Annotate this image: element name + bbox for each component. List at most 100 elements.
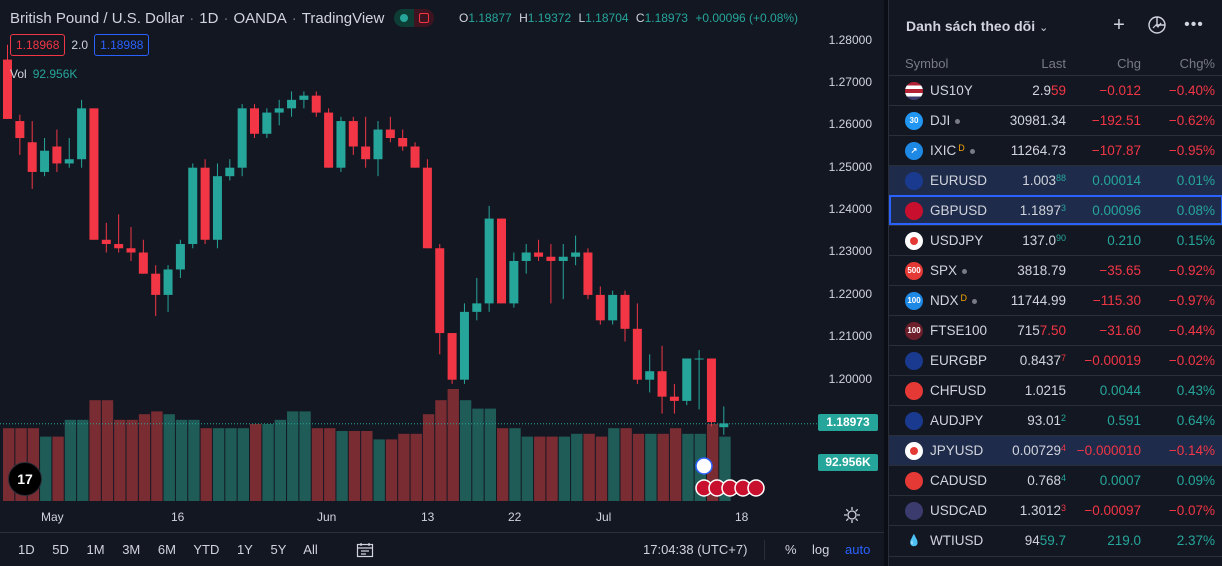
tradingview-logo[interactable]: 17 — [8, 462, 42, 496]
symbol-name: CADUSD — [930, 473, 988, 488]
candle-body — [632, 328, 642, 380]
candle-body — [77, 108, 87, 160]
range-1d-button[interactable]: 1D — [18, 542, 35, 557]
volume-bar — [459, 400, 472, 501]
settings-gear-icon[interactable] — [843, 506, 861, 524]
change-value: −0.012 — [1099, 83, 1141, 98]
candle-body — [558, 256, 568, 261]
col-symbol-header[interactable]: Symbol — [905, 56, 949, 71]
change-percent: −0.62% — [1168, 113, 1215, 128]
candle-body — [336, 121, 346, 168]
watchlist-row-usdcad[interactable]: USDCAD 1.30123 −0.00097 −0.07% — [889, 495, 1222, 525]
volume-bar — [645, 433, 657, 501]
range-ytd-button[interactable]: YTD — [193, 542, 220, 557]
volume-bar — [558, 436, 571, 501]
watchlist-row-eurgbp[interactable]: EURGBP 0.84377 −0.00019 −0.02% — [889, 345, 1222, 375]
us-jp-flag-icon — [905, 232, 923, 250]
change-percent: −0.95% — [1168, 143, 1215, 158]
watchlist-row-chfusd[interactable]: CHFUSD 1.0215 0.0044 0.43% — [889, 375, 1222, 405]
watchlist-row-audjpy[interactable]: AUDJPY 93.012 0.591 0.64% — [889, 405, 1222, 435]
range-6m-button[interactable]: 6M — [157, 542, 176, 557]
watchlist-row-cadusd[interactable]: CADUSD 0.7684 0.0007 0.09% — [889, 465, 1222, 495]
change-percent: −0.14% — [1168, 443, 1215, 458]
candle-body — [52, 146, 62, 164]
volume-bar — [336, 431, 348, 501]
candle-body — [669, 396, 679, 401]
bottom-toolbar: 1D 5D 1M 3M 6M YTD 1Y 5Y All 17:04:38 (U… — [0, 532, 884, 566]
range-3m-button[interactable]: 3M — [122, 542, 141, 557]
volume-bar — [608, 428, 620, 501]
range-5d-button[interactable]: 5D — [52, 542, 69, 557]
change-percent: 0.64% — [1176, 413, 1215, 428]
watchlist-title-dropdown[interactable]: Danh sách theo dõi ⌄ — [906, 18, 1049, 34]
sell-button[interactable]: 1.18968 — [10, 34, 66, 56]
candlestick-chart[interactable] — [0, 0, 884, 566]
trade-quote: 1.18968 2.0 1.18988 — [10, 34, 150, 56]
range-1m-button[interactable]: 1M — [86, 542, 105, 557]
candle-body — [694, 358, 704, 360]
watchlist-row-eurusd[interactable]: EURUSD 1.00388 0.00014 0.01% — [889, 165, 1222, 195]
change-value: 0.591 — [1107, 413, 1141, 428]
col-last-header[interactable]: Last — [1041, 56, 1066, 71]
col-chgpct-header[interactable]: Chg% — [1179, 56, 1215, 71]
time-tick: 22 — [508, 510, 522, 524]
watchlist-row-ftse100[interactable]: 100 FTSE100 7157.50 −31.60 −0.44% — [889, 315, 1222, 345]
eu-us-flag-icon — [905, 172, 923, 190]
log-scale-toggle[interactable]: log — [812, 542, 830, 557]
candle-body — [114, 244, 124, 249]
symbol-name: NDX D — [930, 293, 978, 308]
volume-bar — [262, 424, 274, 501]
watchlist-row-gbpusd[interactable]: GBPUSD 1.18973 0.00096 0.08% — [889, 195, 1222, 225]
candle-body — [373, 129, 383, 160]
open-value: 1.18877 — [468, 11, 512, 25]
watchlist-rows: US10Y 2.959 −0.012 −0.40% 30 DJI 30981.34 −192.… — [889, 75, 1222, 555]
change-value: −115.30 — [1092, 293, 1141, 308]
interval-label[interactable]: 1D — [199, 9, 219, 27]
change-value: 219.0 — [1107, 533, 1141, 548]
watchlist-row-ixic[interactable]: ↗ IXIC D 11264.73 −107.87 −0.95% — [889, 135, 1222, 165]
last-price: 11264.73 — [1010, 143, 1066, 158]
watchlist-row-dji[interactable]: 30 DJI 30981.34 −192.51 −0.62% — [889, 105, 1222, 135]
volume-tag: 92.956K — [818, 454, 878, 471]
candle-body — [410, 146, 420, 168]
watchlist-row-usdjpy[interactable]: USDJPY 137.090 0.210 0.15% — [889, 225, 1222, 255]
goto-date-calendar-icon[interactable] — [356, 542, 374, 558]
more-options-ellipsis-icon[interactable]: ••• — [1184, 16, 1204, 33]
watchlist-row-wtiusd[interactable]: 💧 WTIUSD 9459.7 219.0 2.37% — [889, 525, 1222, 555]
buy-button[interactable]: 1.18988 — [94, 34, 150, 56]
clock-timezone[interactable]: 17:04:38 (UTC+7) — [643, 542, 748, 557]
last-price: 3818.79 — [1017, 263, 1066, 278]
watchlist-row-us10y[interactable]: US10Y 2.959 −0.012 −0.40% — [889, 75, 1222, 105]
watchlist-scroll-area[interactable] — [889, 556, 1222, 566]
time-tick: Jun — [317, 510, 337, 524]
candle-body — [706, 358, 716, 423]
change-value: −35.65 — [1099, 263, 1141, 278]
advanced-view-chart-icon[interactable] — [1147, 15, 1167, 35]
range-all-button[interactable]: All — [303, 542, 318, 557]
col-chg-header[interactable]: Chg — [1117, 56, 1141, 71]
candle-body — [509, 260, 519, 304]
volume-legend[interactable]: Vol 92.956K — [10, 67, 77, 81]
symbol-header[interactable]: British Pound / U.S. Dollar · 1D · OANDA… — [10, 9, 435, 27]
symbol-name: IXIC D — [930, 143, 975, 158]
volume-bar — [373, 439, 385, 501]
add-symbol-plus-icon[interactable]: + — [1113, 14, 1125, 36]
eu-gb-flag-icon — [905, 352, 923, 370]
symbol-name: AUDJPY — [930, 413, 984, 428]
high-value: 1.19372 — [527, 11, 572, 25]
candle-body — [484, 218, 494, 304]
watchlist-row-jpyusd[interactable]: JPYUSD 0.007294 −0.000010 −0.14% — [889, 435, 1222, 465]
market-status-toggle[interactable] — [394, 9, 435, 27]
range-1y-button[interactable]: 1Y — [236, 542, 253, 557]
pair-name[interactable]: British Pound / U.S. Dollar — [10, 9, 185, 27]
watchlist-row-ndx[interactable]: 100 NDX D 11744.99 −115.30 −0.97% — [889, 285, 1222, 315]
chart-panel[interactable]: British Pound / U.S. Dollar · 1D · OANDA… — [0, 0, 884, 566]
watchlist-row-spx[interactable]: 500 SPX 3818.79 −35.65 −0.92% — [889, 255, 1222, 285]
symbol-name: WTIUSD — [930, 533, 984, 548]
percent-scale-toggle[interactable]: % — [785, 542, 797, 557]
panel-divider[interactable] — [884, 0, 888, 566]
range-5y-button[interactable]: 5Y — [270, 542, 287, 557]
auto-scale-toggle[interactable]: auto — [845, 542, 871, 557]
candle-body — [472, 303, 482, 312]
volume-bar — [77, 419, 89, 501]
